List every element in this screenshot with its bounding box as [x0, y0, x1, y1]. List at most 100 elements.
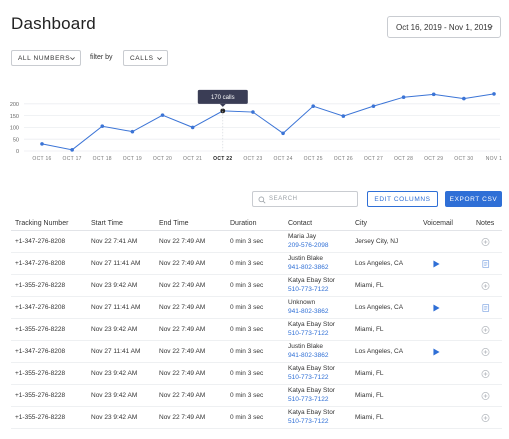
city-cell: Miami, FL — [355, 392, 384, 399]
contact-phone-link[interactable]: 510-773-7122 — [288, 417, 329, 425]
header-start-time[interactable]: Start Time — [91, 220, 123, 227]
contact-phone-link[interactable]: 510-773-7122 — [288, 373, 329, 381]
contact-cell: Katya Ebay Stor 510-773-7122 — [288, 409, 335, 426]
city-cell: Miami, FL — [355, 414, 384, 421]
table-row[interactable]: +1-347-276-8208 Nov 27 11:41 AM Nov 22 7… — [11, 341, 502, 363]
contact-phone-link[interactable]: 510-773-7122 — [288, 285, 329, 293]
header-duration[interactable]: Duration — [230, 220, 257, 227]
add-note-icon[interactable] — [481, 347, 490, 357]
header-end-time[interactable]: End Time — [159, 220, 189, 227]
add-note-icon[interactable] — [481, 325, 490, 335]
contact-name: Katya Ebay Stor — [288, 365, 335, 372]
chevron-down-icon — [70, 57, 75, 61]
tooltip-box — [197, 89, 248, 104]
contact-name: Katya Ebay Stor — [288, 387, 335, 394]
end-time-cell: Nov 22 7:49 AM — [159, 238, 206, 245]
start-time-cell: Nov 22 7:41 AM — [91, 238, 138, 245]
play-voicemail-icon[interactable] — [433, 304, 440, 312]
table-row[interactable]: +1-347-276-8208 Nov 27 11:41 AM Nov 22 7… — [11, 297, 502, 319]
table-row[interactable]: +1-355-276-8228 Nov 23 9:42 AM Nov 22 7:… — [11, 319, 502, 341]
type-select[interactable]: CALLS — [123, 50, 168, 66]
contact-cell: Maria Jay 209-576-2098 — [288, 233, 328, 250]
y-tick-label: 100 — [10, 126, 19, 132]
header-city[interactable]: City — [355, 220, 368, 227]
start-time-cell: Nov 23 9:42 AM — [91, 414, 138, 421]
y-tick-label: 0 — [16, 149, 19, 155]
header-contact[interactable]: Contact — [288, 220, 313, 227]
x-tick-label: OCT 25 — [304, 156, 323, 162]
contact-name: Katya Ebay Stor — [288, 409, 335, 416]
table-row[interactable]: +1-355-276-8228 Nov 23 9:42 AM Nov 22 7:… — [11, 363, 502, 385]
data-point — [251, 110, 255, 114]
data-point — [130, 129, 135, 134]
date-range-label: Oct 16, 2019 - Nov 1, 2019 — [396, 22, 493, 32]
header-tracking-number[interactable]: Tracking Number — [15, 220, 69, 227]
start-time-cell: Nov 23 9:42 AM — [91, 282, 138, 289]
tracking-number-cell: +1-355-276-8228 — [15, 414, 66, 421]
play-voicemail-icon[interactable] — [433, 260, 440, 268]
city-cell: Jersey City, NJ — [355, 238, 399, 245]
duration-cell: 0 min 3 sec — [230, 392, 264, 399]
contact-phone-link[interactable]: 941-802-3862 — [288, 307, 329, 315]
contact-name: Katya Ebay Stor — [288, 277, 335, 284]
x-tick-label: OCT 22 — [213, 156, 232, 162]
x-tick-label: OCT 23 — [243, 156, 262, 162]
table-row[interactable]: +1-355-276-8228 Nov 23 9:42 AM Nov 22 7:… — [11, 275, 502, 297]
end-time-cell: Nov 22 7:49 AM — [159, 326, 206, 333]
x-tick-label: OCT 20 — [153, 156, 172, 162]
table-row[interactable]: +1-347-276-8208 Nov 27 11:41 AM Nov 22 7… — [11, 253, 502, 275]
contact-phone-link[interactable]: 941-802-3862 — [288, 351, 329, 359]
note-document-icon[interactable] — [481, 259, 490, 269]
y-tick-label: 150 — [10, 114, 19, 120]
type-select-value: CALLS — [130, 54, 154, 62]
table-row[interactable]: +1-355-276-8228 Nov 23 9:42 AM Nov 22 7:… — [11, 407, 502, 429]
edit-columns-button[interactable]: EDIT COLUMNS — [367, 191, 438, 207]
note-document-icon[interactable] — [481, 303, 490, 313]
duration-cell: 0 min 3 sec — [230, 326, 264, 333]
search-icon — [258, 196, 266, 204]
city-cell: Los Angeles, CA — [355, 260, 404, 267]
add-note-icon[interactable] — [481, 237, 490, 247]
contact-cell: Katya Ebay Stor 510-773-7122 — [288, 277, 335, 294]
table-row[interactable]: +1-355-276-8228 Nov 23 9:42 AM Nov 22 7:… — [11, 385, 502, 407]
x-tick-label: OCT 17 — [63, 156, 82, 162]
add-note-icon[interactable] — [481, 369, 490, 379]
numbers-select[interactable]: ALL NUMBERS — [11, 50, 81, 66]
city-cell: Miami, FL — [355, 282, 384, 289]
add-note-icon[interactable] — [481, 413, 490, 423]
series-line — [41, 93, 495, 151]
tracking-number-cell: +1-355-276-8228 — [15, 282, 66, 289]
page-title: Dashboard — [11, 14, 96, 33]
start-time-cell: Nov 23 9:42 AM — [91, 392, 138, 399]
add-note-icon[interactable] — [481, 281, 490, 291]
start-time-cell: Nov 23 9:42 AM — [91, 370, 138, 377]
date-range-picker[interactable]: Oct 16, 2019 - Nov 1, 2019 — [387, 16, 501, 38]
tracking-number-cell: +1-355-276-8228 — [15, 370, 66, 377]
city-cell: Los Angeles, CA — [355, 348, 404, 355]
x-tick-label: OCT 16 — [32, 156, 51, 162]
start-time-cell: Nov 23 9:42 AM — [91, 326, 138, 333]
play-voicemail-icon[interactable] — [433, 348, 440, 356]
contact-phone-link[interactable]: 941-802-3862 — [288, 263, 329, 271]
contact-name: Maria Jay — [288, 233, 317, 240]
header-notes[interactable]: Notes — [476, 220, 495, 227]
x-tick-label: OCT 26 — [334, 156, 353, 162]
city-cell: Los Angeles, CA — [355, 304, 404, 311]
contact-phone-link[interactable]: 510-773-7122 — [288, 395, 329, 403]
data-point — [401, 95, 406, 99]
search-placeholder: SEARCH — [269, 196, 298, 202]
tracking-number-cell: +1-347-276-8208 — [15, 238, 66, 245]
duration-cell: 0 min 3 sec — [230, 238, 264, 245]
add-note-icon[interactable] — [481, 391, 490, 401]
start-time-cell: Nov 27 11:41 AM — [91, 304, 141, 311]
table-row[interactable]: +1-347-276-8208 Nov 22 7:41 AM Nov 22 7:… — [11, 231, 502, 253]
contact-phone-link[interactable]: 209-576-2098 — [288, 241, 329, 249]
data-point — [311, 104, 316, 108]
contact-phone-link[interactable]: 510-773-7122 — [288, 329, 329, 337]
search-input[interactable]: SEARCH — [252, 191, 358, 207]
tracking-number-cell: +1-355-276-8228 — [15, 392, 66, 399]
y-tick-label: 200 — [10, 102, 19, 108]
header-voicemail[interactable]: Voicemail — [423, 220, 453, 227]
export-csv-button[interactable]: EXPORT CSV — [445, 191, 502, 207]
data-point — [371, 104, 376, 108]
